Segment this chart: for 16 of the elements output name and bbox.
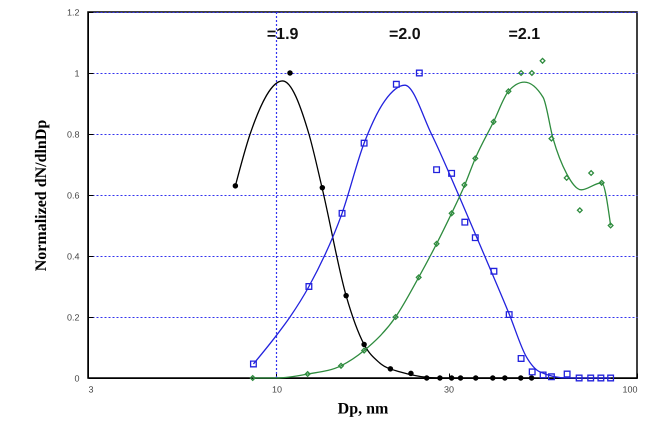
y-tick-label: 0 <box>74 374 80 384</box>
annotation: =1.9 <box>266 26 299 43</box>
y-tick-label: 0.6 <box>66 190 80 200</box>
y-tick-label: 0.4 <box>66 252 80 262</box>
y-tick-label: 0.8 <box>66 130 80 140</box>
y-tick-label: 1 <box>74 68 80 78</box>
x-tick-label: 30 <box>444 384 454 394</box>
y-tick-label: 0.2 <box>66 312 80 322</box>
x-axis-title: Dp, nm <box>338 400 390 418</box>
x-tick-label: 10 <box>272 384 282 394</box>
annotation: =2.1 <box>508 26 540 43</box>
y-axis-title: Normalized dN/dlnDp <box>32 120 50 272</box>
annotation: =2.0 <box>389 26 421 43</box>
y-tick-label: 1.2 <box>66 8 80 18</box>
x-tick-label: 100 <box>622 384 638 394</box>
x-tick-label: 3 <box>88 384 94 394</box>
